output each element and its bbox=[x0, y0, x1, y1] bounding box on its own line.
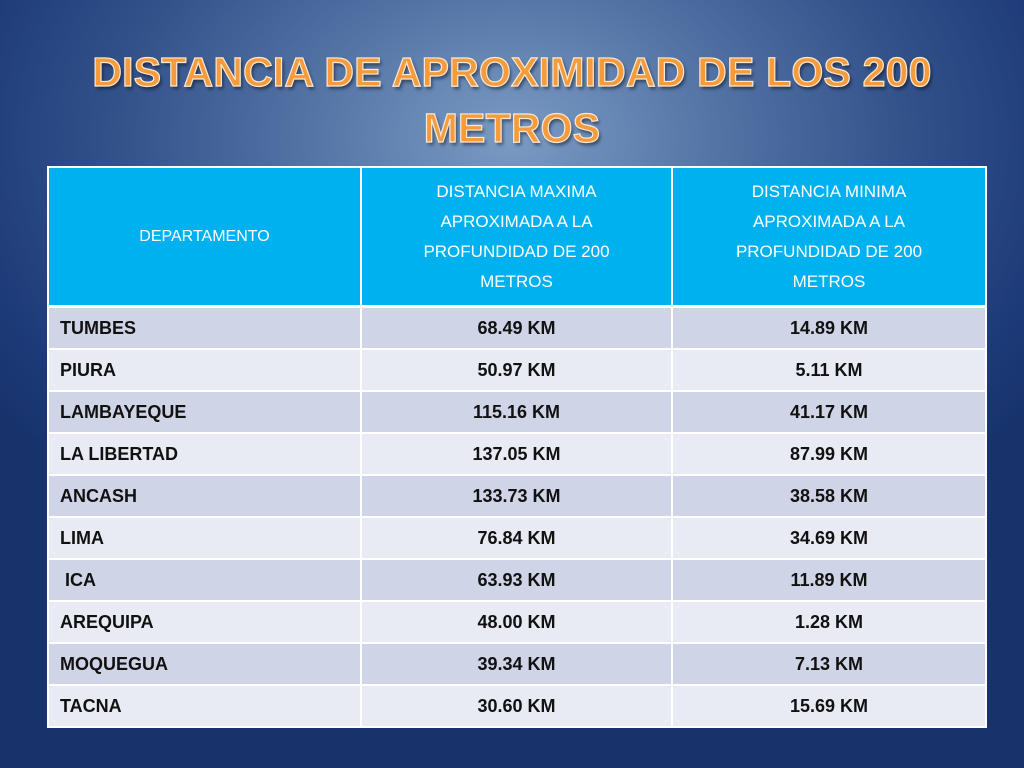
cell-departamento: AREQUIPA bbox=[47, 600, 362, 644]
slide-title-line-1: DISTANCIA DE APROXIMIDAD DE LOS 200 bbox=[92, 48, 932, 95]
table-header-row: DEPARTAMENTO DISTANCIA MAXIMA APROXIMADA… bbox=[47, 166, 987, 308]
cell-distancia-minima: 14.89 KM bbox=[671, 305, 987, 350]
cell-distancia-maxima: 50.97 KM bbox=[360, 348, 673, 392]
header-departamento: DEPARTAMENTO bbox=[47, 166, 362, 308]
cell-distancia-maxima: 63.93 KM bbox=[360, 558, 673, 602]
cell-distancia-maxima: 48.00 KM bbox=[360, 600, 673, 644]
cell-distancia-maxima: 76.84 KM bbox=[360, 516, 673, 560]
cell-distancia-minima: 38.58 KM bbox=[671, 474, 987, 518]
cell-distancia-minima: 5.11 KM bbox=[671, 348, 987, 392]
table-row: LAMBAYEQUE 115.16 KM 41.17 KM bbox=[47, 390, 987, 434]
cell-distancia-maxima: 137.05 KM bbox=[360, 432, 673, 476]
cell-distancia-minima: 87.99 KM bbox=[671, 432, 987, 476]
table-row: ANCASH 133.73 KM 38.58 KM bbox=[47, 474, 987, 518]
cell-distancia-maxima: 115.16 KM bbox=[360, 390, 673, 434]
table-row: TACNA 30.60 KM 15.69 KM bbox=[47, 684, 987, 728]
cell-distancia-minima: 34.69 KM bbox=[671, 516, 987, 560]
cell-distancia-minima: 41.17 KM bbox=[671, 390, 987, 434]
cell-departamento: PIURA bbox=[47, 348, 362, 392]
cell-distancia-maxima: 133.73 KM bbox=[360, 474, 673, 518]
slide-title: DISTANCIA DE APROXIMIDAD DE LOS 200 METR… bbox=[0, 44, 1024, 156]
cell-departamento: MOQUEGUA bbox=[47, 642, 362, 686]
table-row: PIURA 50.97 KM 5.11 KM bbox=[47, 348, 987, 392]
cell-departamento: TUMBES bbox=[47, 305, 362, 350]
cell-departamento: LIMA bbox=[47, 516, 362, 560]
cell-distancia-minima: 7.13 KM bbox=[671, 642, 987, 686]
cell-distancia-minima: 11.89 KM bbox=[671, 558, 987, 602]
table-row: LA LIBERTAD 137.05 KM 87.99 KM bbox=[47, 432, 987, 476]
table-body: TUMBES 68.49 KM 14.89 KM PIURA 50.97 KM … bbox=[47, 305, 987, 728]
table-header: DEPARTAMENTO DISTANCIA MAXIMA APROXIMADA… bbox=[47, 166, 987, 308]
distance-table: DEPARTAMENTO DISTANCIA MAXIMA APROXIMADA… bbox=[47, 166, 987, 728]
cell-departamento: LAMBAYEQUE bbox=[47, 390, 362, 434]
cell-distancia-maxima: 39.34 KM bbox=[360, 642, 673, 686]
cell-distancia-maxima: 68.49 KM bbox=[360, 305, 673, 350]
cell-distancia-maxima: 30.60 KM bbox=[360, 684, 673, 728]
header-distancia-maxima: DISTANCIA MAXIMA APROXIMADA A LA PROFUND… bbox=[360, 166, 673, 308]
table-row: TUMBES 68.49 KM 14.89 KM bbox=[47, 305, 987, 350]
table-row: AREQUIPA 48.00 KM 1.28 KM bbox=[47, 600, 987, 644]
cell-departamento: ANCASH bbox=[47, 474, 362, 518]
cell-departamento: LA LIBERTAD bbox=[47, 432, 362, 476]
table-row: LIMA 76.84 KM 34.69 KM bbox=[47, 516, 987, 560]
table-row: MOQUEGUA 39.34 KM 7.13 KM bbox=[47, 642, 987, 686]
cell-departamento: ICA bbox=[47, 558, 362, 602]
cell-distancia-minima: 15.69 KM bbox=[671, 684, 987, 728]
cell-departamento: TACNA bbox=[47, 684, 362, 728]
header-distancia-minima: DISTANCIA MINIMA APROXIMADA A LA PROFUND… bbox=[671, 166, 987, 308]
cell-distancia-minima: 1.28 KM bbox=[671, 600, 987, 644]
slide-title-line-2: METROS bbox=[423, 104, 601, 151]
table-row: ICA 63.93 KM 11.89 KM bbox=[47, 558, 987, 602]
